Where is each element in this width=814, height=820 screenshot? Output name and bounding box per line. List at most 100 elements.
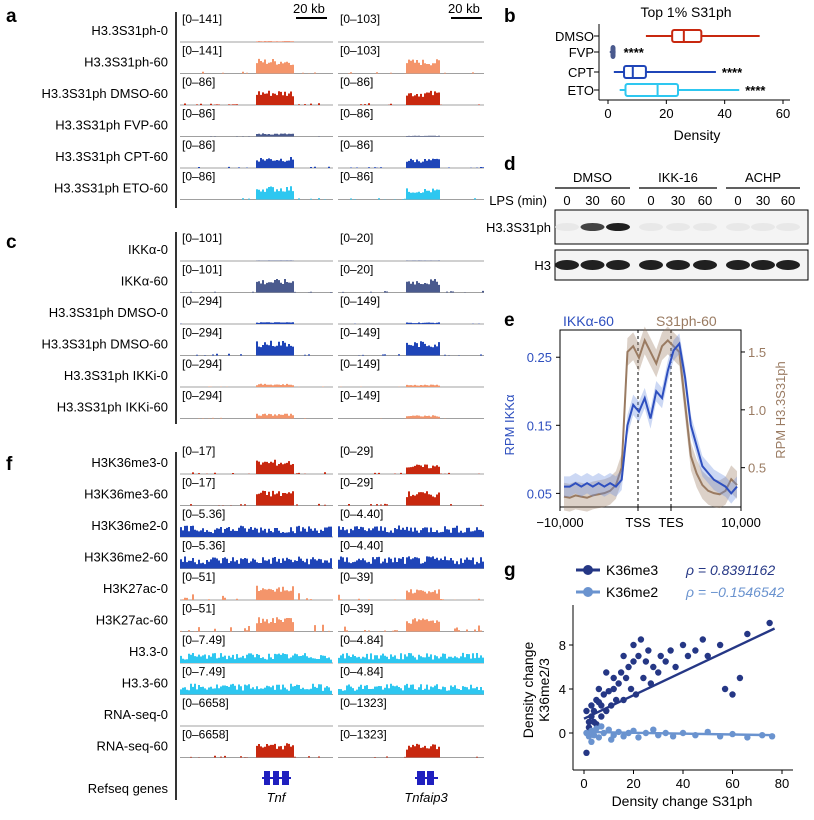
- track-signal: [198, 157, 330, 168]
- blot-time-label: 0: [647, 193, 654, 208]
- track-signal: [180, 556, 332, 569]
- panel-b-xlabel: Density: [674, 127, 721, 143]
- blot-time-label: 60: [781, 193, 795, 208]
- scale-bar-label: 20 kb: [448, 1, 480, 16]
- track-signal: [180, 322, 294, 324]
- g-point-k36me3: [627, 685, 635, 693]
- track-range: [0–29]: [340, 476, 373, 490]
- lps-label: LPS (min): [489, 193, 547, 208]
- track-signal: [338, 556, 484, 569]
- track-signal: [350, 188, 476, 200]
- track-signal: [180, 653, 332, 663]
- track-signal: [348, 491, 482, 506]
- e-y-tick-label-right: 1.5: [748, 345, 766, 360]
- panel-letter-g: g: [504, 560, 516, 581]
- blot-band: [776, 260, 800, 270]
- track-range: [0–4.84]: [340, 665, 383, 679]
- g-point-k36me3: [615, 680, 622, 687]
- b-x-tick-label: 0: [604, 106, 611, 121]
- track-signal: [256, 260, 294, 261]
- b-category-label: CPT: [568, 65, 594, 80]
- track-range: [0–149]: [340, 357, 380, 371]
- blot-group-label: DMSO: [573, 170, 612, 185]
- blot-band: [726, 223, 750, 231]
- track-label: H3K36me2-0: [91, 518, 168, 533]
- g-point-k36me3: [684, 652, 692, 660]
- track-signal: [406, 260, 440, 261]
- g-point-k36me3: [595, 685, 603, 693]
- track-range: [0–86]: [340, 138, 373, 152]
- track-label: H3.3S31ph DMSO-0: [49, 305, 168, 320]
- track-range: [0–51]: [182, 570, 215, 584]
- refseq-label: Refseq genes: [88, 781, 169, 796]
- panel-letter-a: a: [6, 6, 17, 27]
- track-signal: [256, 41, 294, 42]
- g-point-k36me3: [603, 669, 610, 676]
- g-y-tick-label: 8: [559, 638, 566, 653]
- g-legend-marker: [583, 565, 593, 575]
- g-point-k36me3: [635, 652, 642, 660]
- g-point-k36me3: [583, 749, 590, 756]
- track-range: [0–294]: [182, 389, 222, 403]
- g-point-k36me3: [729, 691, 736, 698]
- track-range: [0–103]: [340, 12, 380, 26]
- track-label: H3.3S31ph IKKi-0: [64, 368, 168, 383]
- blot-time-label: 60: [698, 193, 712, 208]
- track-label: H3.3S31ph FVP-60: [55, 118, 168, 133]
- g-legend-marker: [583, 587, 593, 597]
- gene-label-tnfaip3: Tnfaip3: [404, 790, 448, 805]
- e-x-tick-label: −10,000: [536, 515, 583, 530]
- track-range: [0–20]: [340, 231, 373, 245]
- blot-band: [580, 260, 605, 270]
- g-point-k36me3: [667, 647, 674, 654]
- g-point-k36me3: [642, 658, 650, 665]
- g-x-tick-label: 0: [580, 776, 587, 791]
- g-point-k36me3: [704, 652, 711, 660]
- blot-time-label: 30: [756, 193, 770, 208]
- track-signal: [338, 589, 480, 600]
- g-point-k36me3: [640, 674, 647, 682]
- track-range: [0–1323]: [340, 728, 387, 742]
- e-ylabel-right: RPM H3.3S31ph: [773, 361, 788, 459]
- e-ikk-line: [564, 341, 738, 495]
- track-label: H3.3S31ph ETO-60: [54, 181, 168, 196]
- track-signal: [344, 618, 482, 632]
- track-signal: [196, 340, 310, 356]
- g-point-k36me3: [600, 691, 607, 698]
- g-point-k36me2: [620, 733, 627, 740]
- legend-ikk: IKKα-60: [563, 313, 614, 329]
- panel-a-tracks: H3.3S31ph-0 [0–141] [0–103] H3.3S31ph-60 [0–…: [42, 12, 484, 200]
- panel-letter-e: e: [504, 310, 515, 331]
- e-x-tick-label: TSS: [625, 515, 651, 530]
- track-range: [0–149]: [340, 294, 380, 308]
- track-signal: [340, 384, 440, 387]
- blot-band: [555, 223, 579, 231]
- track-signal: [208, 383, 324, 387]
- g-point-k36me3: [736, 674, 744, 682]
- track-label: IKKα-0: [128, 242, 168, 257]
- track-range: [0–5.36]: [182, 507, 225, 521]
- track-label: H3.3-60: [122, 676, 168, 691]
- e-y-tick-label-left: 0.15: [527, 418, 552, 433]
- track-signal: [180, 617, 330, 632]
- track-label: H3.3S31ph DMSO-60: [42, 86, 168, 101]
- g-point-k36me2: [635, 734, 642, 741]
- g-point-k36me3: [645, 647, 652, 654]
- track-label: H3K36me3-0: [91, 455, 168, 470]
- g-point-k36me2: [650, 726, 657, 733]
- g-point-k36me2: [595, 734, 603, 741]
- b-significance: ****: [722, 65, 743, 80]
- g-point-k36me3: [721, 685, 729, 693]
- b-x-tick-label: 40: [717, 106, 731, 121]
- track-signal: [180, 683, 332, 695]
- blot-band: [693, 223, 717, 231]
- g-point-k36me2: [669, 733, 677, 740]
- track-range: [0–86]: [340, 75, 373, 89]
- blot-band: [606, 223, 630, 231]
- e-y-tick-label-left: 0.05: [527, 486, 552, 501]
- blot-band: [606, 260, 630, 270]
- g-point-k36me3: [716, 641, 724, 649]
- blot-band: [580, 223, 605, 231]
